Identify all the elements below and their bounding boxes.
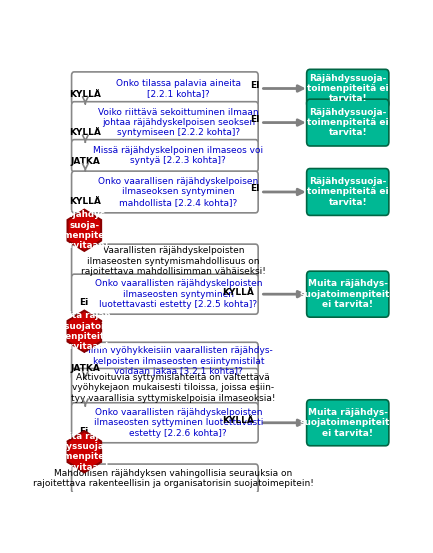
Text: Muita räjähdys-
suojatoimenpiteitä
ei tarvita!: Muita räjähdys- suojatoimenpiteitä ei ta… [300,408,396,437]
Text: KYLLÄ: KYLLÄ [69,197,101,206]
FancyBboxPatch shape [307,69,389,108]
Text: Räjähdyssuoja-
toimenpiteitä ei
tarvita!: Räjähdyssuoja- toimenpiteitä ei tarvita! [307,74,388,103]
Text: Mihin vyöhykkeisiin vaarallisten räjähdys-
kelpoisten ilmaseosten esiintymistila: Mihin vyöhykkeisiin vaarallisten räjähdy… [84,346,273,376]
Text: Muita räjäh-
dyssuoja-
toimenpiteitä
tarvitaan!: Muita räjäh- dyssuoja- toimenpiteitä tar… [51,432,118,472]
Text: Ei: Ei [79,298,88,307]
Polygon shape [68,311,101,352]
Text: KYLLÄ: KYLLÄ [69,90,101,99]
Text: KYLLÄ: KYLLÄ [222,416,254,425]
Text: Muita räjähdys-
suojatoimenpiteitä
ei tarvita!: Muita räjähdys- suojatoimenpiteitä ei ta… [300,279,396,309]
Text: Missä räjähdyskelpoinen ilmaseos voi
syntyä [2.2.3 kohta]?: Missä räjähdyskelpoinen ilmaseos voi syn… [93,146,263,165]
Text: Vaarallisten räjähdyskelpoisten
ilmaseosten syntymismahdollisuus on
rajoitettava: Vaarallisten räjähdyskelpoisten ilmaseos… [81,247,266,276]
Text: EI: EI [250,185,260,194]
FancyBboxPatch shape [307,99,389,146]
Text: Voiko riittävä sekoittuminen ilmaan
johtaa räjähdyskelpoisen seoksen
syntymiseen: Voiko riittävä sekoittuminen ilmaan joht… [98,108,259,138]
Polygon shape [68,210,101,251]
Text: EI: EI [250,81,260,90]
FancyBboxPatch shape [71,464,258,493]
Text: Onko vaarallisten räjähdyskelpoisten
ilmaseosten syntyminen
luotettavasti estett: Onko vaarallisten räjähdyskelpoisten ilm… [94,279,262,309]
FancyBboxPatch shape [71,274,258,314]
Text: Räjähdyssuoja-
toimenpiteitä ei
tarvita!: Räjähdyssuoja- toimenpiteitä ei tarvita! [307,177,388,207]
FancyBboxPatch shape [307,400,389,446]
FancyBboxPatch shape [71,368,258,407]
Text: JATKA: JATKA [71,363,100,373]
FancyBboxPatch shape [71,342,258,380]
FancyBboxPatch shape [71,403,258,443]
FancyBboxPatch shape [307,271,389,317]
Text: Onko tilassa palavia aineita
[2.2.1 kohta]?: Onko tilassa palavia aineita [2.2.1 koht… [116,79,241,98]
Text: EI: EI [250,115,260,124]
FancyBboxPatch shape [71,139,258,172]
FancyBboxPatch shape [307,169,389,216]
Text: Muita räjäh-
dyssuojatoimi-
nenpiteitä
tarvitaan!: Muita räjäh- dyssuojatoimi- nenpiteitä t… [48,311,121,351]
FancyBboxPatch shape [71,102,258,143]
Text: Mahdollisen räjähdyksen vahingollisia seurauksia on
rajoitettava rakenteellisin : Mahdollisen räjähdyksen vahingollisia se… [33,469,313,488]
Polygon shape [68,431,101,472]
FancyBboxPatch shape [71,72,258,105]
Text: JATKA: JATKA [71,156,100,165]
Text: KYLLÄ: KYLLÄ [69,128,101,137]
Text: Räjähdyssuoja-
toimenpiteitä ei
tarvita!: Räjähdyssuoja- toimenpiteitä ei tarvita! [307,108,388,138]
FancyBboxPatch shape [71,244,258,279]
Text: Ei: Ei [79,426,88,436]
FancyBboxPatch shape [71,171,258,213]
Text: KYLLÄ: KYLLÄ [222,288,254,296]
Text: Räjähdys-
suoja-
toimenpiteitä
tarvitaan!: Räjähdys- suoja- toimenpiteitä tarvitaan… [51,210,118,251]
Text: Onko vaarallisen räjähdyskelpoisen
ilmaseoksen syntyminen
mahdollista [2.2.4 koh: Onko vaarallisen räjähdyskelpoisen ilmas… [98,177,259,207]
Text: Onko vaarallisten räjähdyskelpoisten
ilmaseosten syttyminen luotettavasti
estett: Onko vaarallisten räjähdyskelpoisten ilm… [94,408,263,437]
Text: Aktivoituvia syttymislähteitä on vältettävä
vyöhykejaon mukaisesti tiloissa, joi: Aktivoituvia syttymislähteitä on vältett… [71,373,275,403]
